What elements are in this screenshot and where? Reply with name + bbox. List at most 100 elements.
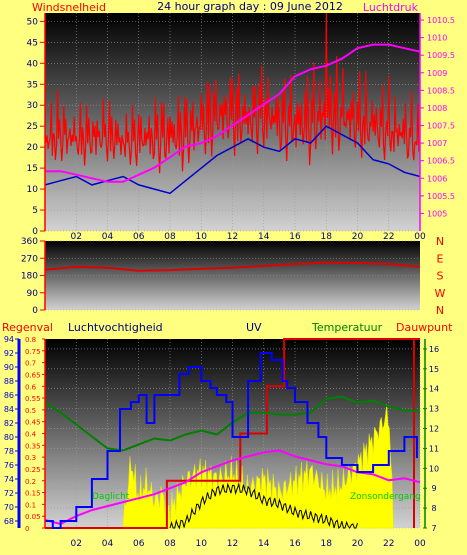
rain-y-tick-label: 0.35 xyxy=(25,442,41,450)
rain-y-tick-label: 0.05 xyxy=(25,513,41,521)
panel-climate-axes: 0 0.05 0.1 0.15 0.2 0.25 0.3 0.35 0.4 0.45 0.5 0.55… xyxy=(4,335,439,549)
wind-speed-line xyxy=(44,12,421,174)
humidity-y-tick-label: 94 xyxy=(4,335,14,344)
daylight-label: Daglicht xyxy=(92,492,130,502)
climate-x-tick-label: 22 xyxy=(383,539,394,549)
wind-x-tick-label: 12 xyxy=(227,232,238,242)
pressure-y-tick-label: 1007 xyxy=(427,139,447,148)
uv-line xyxy=(169,482,358,530)
humidity-y-tick-label: 76 xyxy=(4,461,14,470)
temperature-y-tick-label: 7 xyxy=(431,524,436,533)
wind-x-tick-label: 10 xyxy=(196,232,208,242)
climate-x-tick-label: 00 xyxy=(414,539,426,549)
wind-x-tick-label: 04 xyxy=(102,232,114,242)
direction-y-tick-label: 0 xyxy=(32,306,38,316)
pressure-y-tick-label: 1006.5 xyxy=(427,157,455,166)
temperature-y-tick-label: 10 xyxy=(429,464,439,473)
pressure-y-tick-label: 1008 xyxy=(427,104,447,113)
rain-y-tick-label: 0.65 xyxy=(25,371,41,379)
rain-y-tick-label: 0.5 xyxy=(25,407,36,415)
pressure-y-tick-label: 1005.5 xyxy=(427,192,455,201)
humidity-y-tick-label: 74 xyxy=(4,475,14,484)
wind-x-tick-label: 00 xyxy=(414,232,426,242)
rain-y-tick-label: 0.15 xyxy=(25,490,41,498)
wind-x-tick-label: 08 xyxy=(164,232,176,242)
humidity-y-tick-label: 86 xyxy=(4,391,14,400)
climate-x-tick-label: 14 xyxy=(258,539,270,549)
rain-line xyxy=(45,338,420,529)
wind-y-tick-label: 20 xyxy=(27,143,39,153)
pressure-y-tick-label: 1007.5 xyxy=(427,122,455,131)
wind-y-tick-label: 15 xyxy=(27,164,38,174)
chart-title: 24 hour graph day : 09 June 2012 xyxy=(157,0,343,13)
rain-y-tick-label: 0.6 xyxy=(25,383,37,391)
wind-y-tick-label: 40 xyxy=(27,59,39,69)
rain-y-tick-label: 0.2 xyxy=(25,478,36,486)
pressure-line xyxy=(45,43,421,183)
wind-x-tick-label: 06 xyxy=(133,232,145,242)
wind-y-tick-label: 35 xyxy=(27,80,38,90)
panel-wind-marks xyxy=(44,12,421,195)
humidity-y-tick-label: 84 xyxy=(4,405,14,414)
pressure-y-tick-label: 1009.5 xyxy=(427,51,455,60)
pressure-y-tick-label: 1006 xyxy=(427,174,447,183)
panel-climate-marks xyxy=(44,338,421,530)
direction-y-tick-label: 180 xyxy=(21,272,38,282)
rain-y-tick-label: 0.25 xyxy=(25,466,41,474)
pressure-y-tick-label: 1005 xyxy=(427,209,447,218)
wind-y-tick-label: 50 xyxy=(27,17,39,27)
direction-y-tick-label: 360 xyxy=(21,237,38,247)
temperature-y-tick-label: 16 xyxy=(429,345,439,354)
climate-x-tick-label: 20 xyxy=(352,539,364,549)
direction-y-tick-label: 270 xyxy=(21,254,38,264)
compass-label: N xyxy=(436,304,444,317)
climate-x-tick-label: 04 xyxy=(102,539,114,549)
wind-x-tick-label: 22 xyxy=(383,232,394,242)
uv-label: UV xyxy=(246,321,262,334)
rain-label: Regenval xyxy=(2,321,53,334)
panel-wind-axes: 0510152025303540455010051005.510061006.5… xyxy=(27,13,455,242)
wind-x-tick-label: 20 xyxy=(352,232,364,242)
climate-x-tick-label: 10 xyxy=(196,539,208,549)
wind-y-tick-label: 25 xyxy=(27,122,38,132)
panel-direction-marks xyxy=(44,261,421,272)
climate-x-tick-label: 12 xyxy=(227,539,238,549)
wind-x-tick-label: 02 xyxy=(71,232,82,242)
temperature-y-tick-label: 15 xyxy=(429,365,439,374)
pressure-y-tick-label: 1010 xyxy=(427,34,447,43)
humidity-y-tick-label: 80 xyxy=(4,433,14,442)
panel-direction-grid xyxy=(45,240,420,311)
wind-x-tick-label: 14 xyxy=(258,232,270,242)
humidity-y-tick-label: 70 xyxy=(4,503,14,512)
wind-x-tick-label: 18 xyxy=(321,232,333,242)
compass-label: E xyxy=(437,252,444,265)
compass-label: S xyxy=(437,270,444,283)
pressure-label: Luchtdruk xyxy=(363,1,419,14)
direction-y-tick-label: 90 xyxy=(27,289,39,299)
rain-y-tick-label: 0.8 xyxy=(25,336,36,344)
pressure-y-tick-label: 1008.5 xyxy=(427,86,455,95)
compass-label: W xyxy=(435,287,446,300)
humidity-y-tick-label: 82 xyxy=(4,419,14,428)
rain-y-tick-label: 0.4 xyxy=(25,431,37,439)
climate-x-tick-label: 06 xyxy=(133,539,145,549)
wind-direction-line xyxy=(44,261,421,272)
temperature-y-tick-label: 12 xyxy=(429,425,439,434)
wind-speed-label: Windsnelheid xyxy=(32,1,106,14)
climate-x-tick-label: 16 xyxy=(289,539,301,549)
rain-y-tick-label: 0.7 xyxy=(25,360,36,368)
temperature-y-tick-label: 11 xyxy=(429,444,439,453)
sunset-label: Zonsondergang xyxy=(350,492,421,502)
wind-x-tick-label: 16 xyxy=(289,232,301,242)
pressure-y-tick-label: 1010.5 xyxy=(427,16,455,25)
humidity-y-tick-label: 72 xyxy=(4,489,14,498)
wind-y-tick-label: 5 xyxy=(32,206,38,216)
humidity-y-tick-label: 92 xyxy=(4,349,14,358)
pressure-y-tick-label: 1009 xyxy=(427,69,447,78)
temperature-y-tick-label: 13 xyxy=(429,405,439,414)
temperature-y-tick-label: 14 xyxy=(429,385,439,394)
humidity-y-tick-label: 90 xyxy=(4,363,14,372)
wind-average-line xyxy=(44,125,421,195)
rain-y-tick-label: 0.1 xyxy=(25,501,36,509)
